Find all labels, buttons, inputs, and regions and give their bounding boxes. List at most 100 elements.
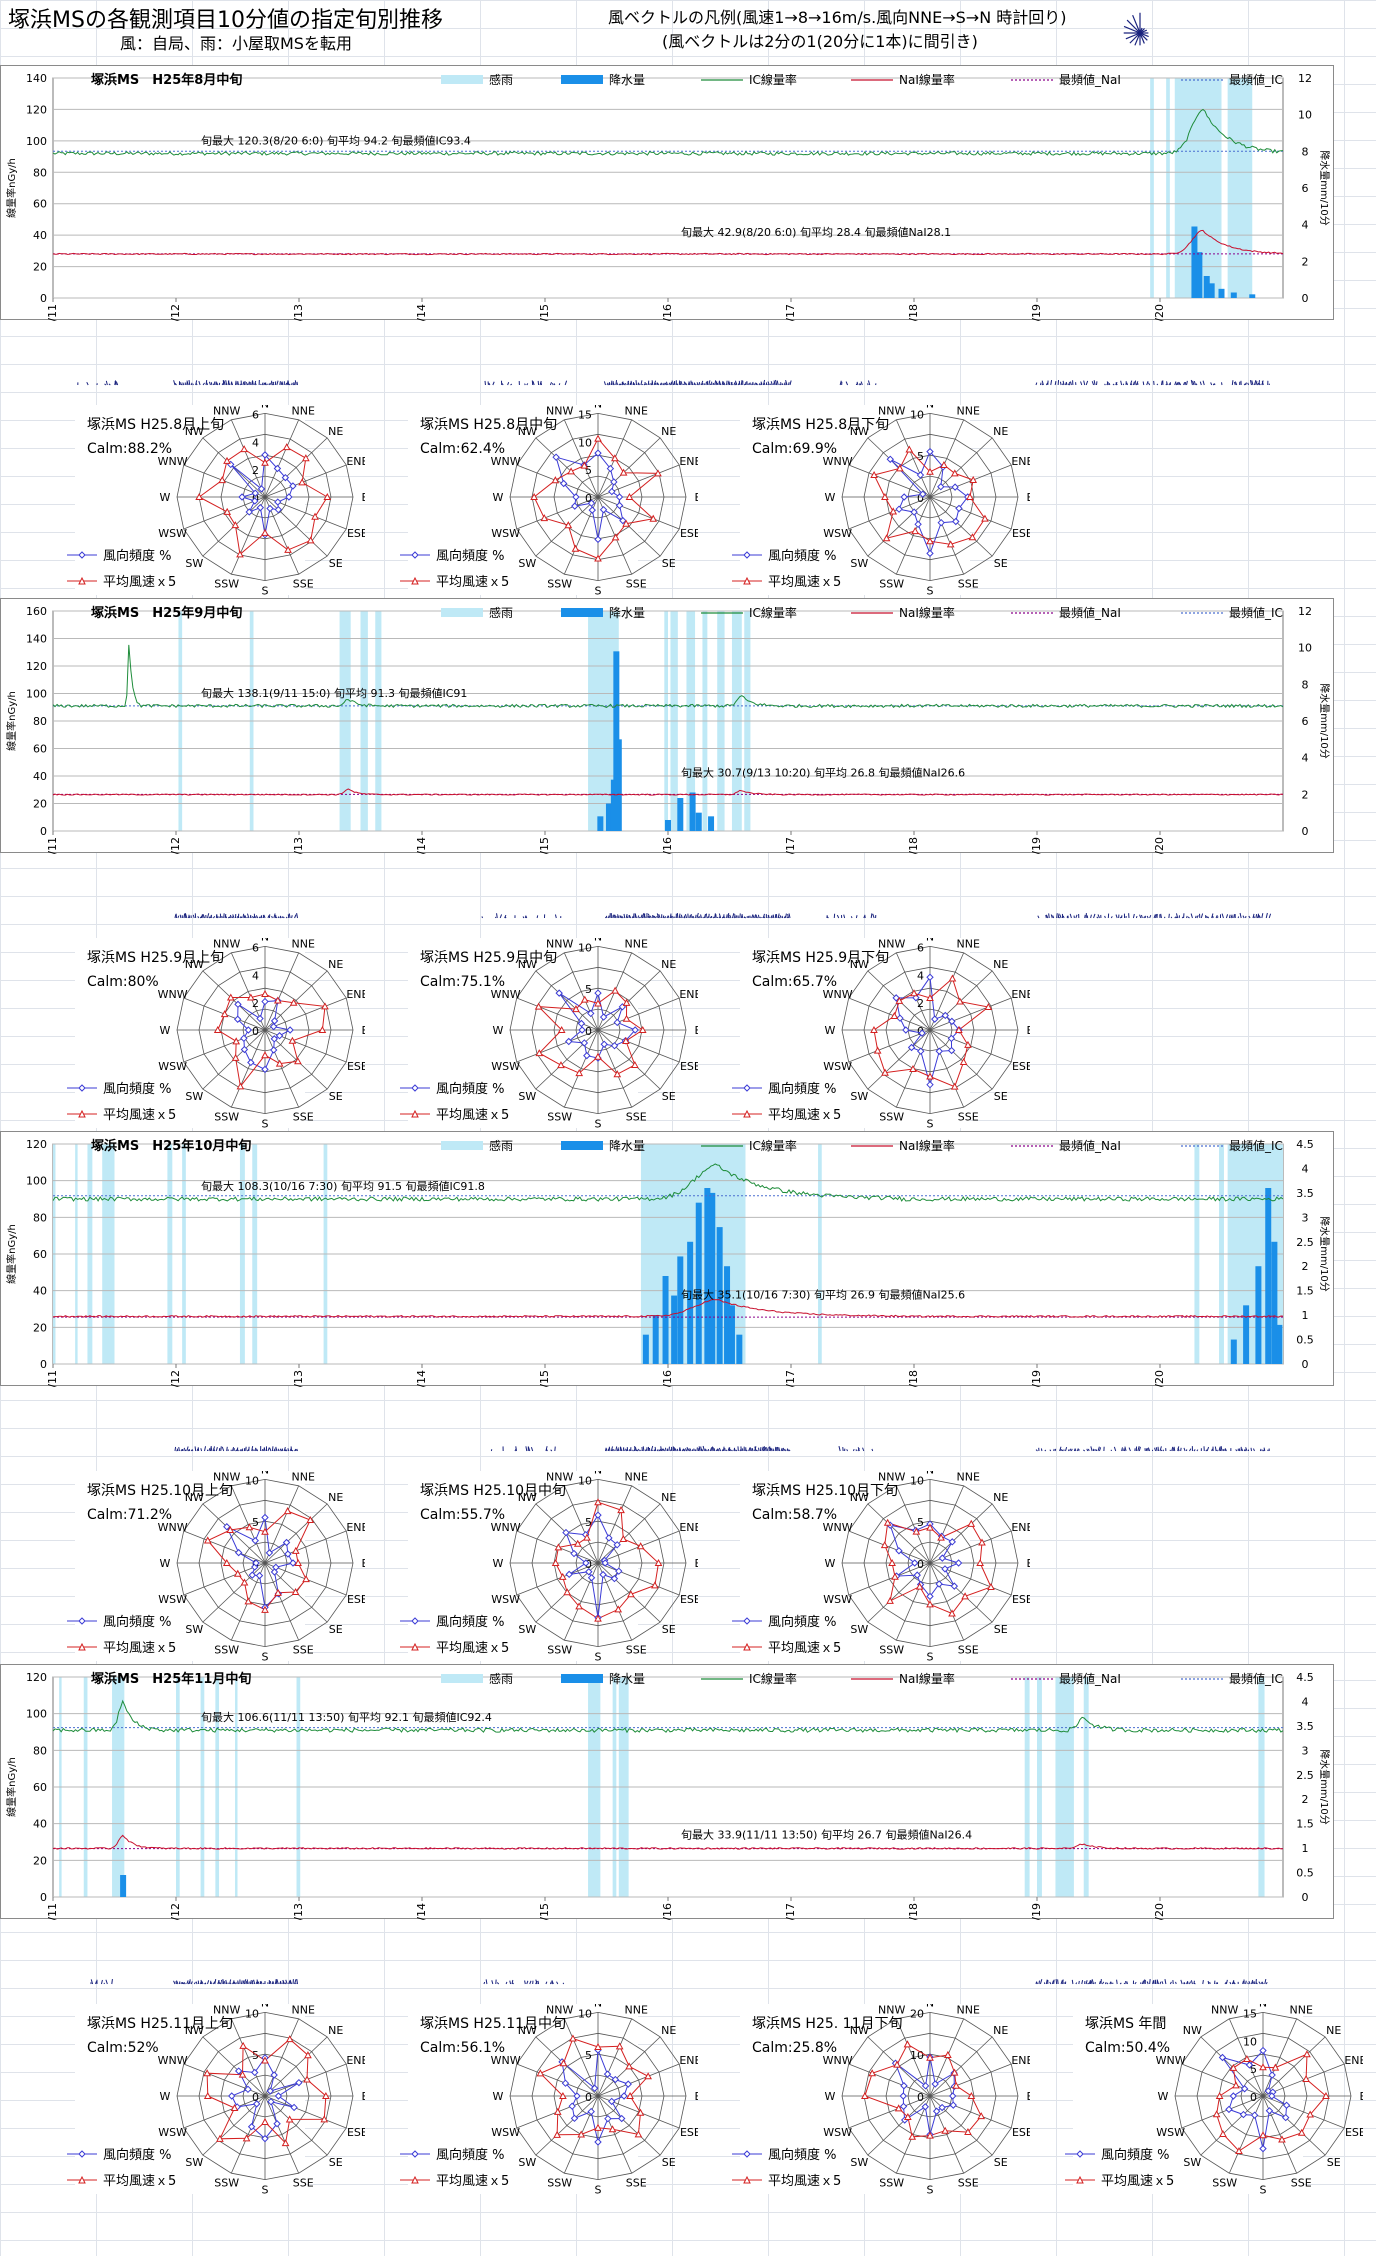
wind-vector — [1238, 1448, 1241, 1452]
rose-direction-label: SSW — [547, 1643, 572, 1656]
frequency-marker — [600, 1040, 608, 1048]
speed-marker — [594, 554, 602, 562]
wind-vector — [1258, 383, 1261, 386]
wind-vector — [1056, 913, 1058, 919]
speed-marker — [978, 1538, 986, 1546]
wind-vector — [763, 915, 766, 919]
y2-tick-label: 2 — [1302, 788, 1309, 801]
rose-direction-label: SSE — [1291, 2176, 1312, 2189]
rose-spoke — [895, 1562, 931, 1641]
x-tick-label: 10/18 — [907, 1370, 920, 1387]
wind-vector — [1134, 1981, 1137, 1985]
wind-vector — [1257, 913, 1260, 919]
x-tick-label: 9/14 — [415, 837, 428, 854]
speed-marker — [571, 544, 580, 552]
rose-direction-label: NW — [850, 2024, 869, 2037]
speed-marker — [223, 507, 232, 515]
wind-vector — [176, 1448, 179, 1452]
wind-vector-arrow — [1126, 19, 1141, 34]
rose-spoke — [867, 496, 931, 557]
rose-tick-label: 0 — [252, 1025, 259, 1038]
frequency-marker — [610, 1574, 619, 1583]
x-tick-label: 9/17 — [784, 837, 797, 854]
rose-spoke — [848, 997, 931, 1031]
frequency-marker — [610, 1041, 619, 1050]
wind-vector — [727, 915, 730, 919]
wind-vector — [227, 916, 230, 919]
speed-marker — [203, 1536, 212, 1544]
rose-direction-label: W — [493, 2090, 504, 2103]
rose-tick-label: 5 — [252, 1516, 259, 1529]
speed-marker — [311, 512, 319, 520]
wind-rose-svg: NNNENEENEEESESESSESSSWSWWSWWWNWNWNNW0510… — [400, 2004, 698, 2194]
rose-spoke — [597, 1029, 661, 1090]
speed-marker — [926, 993, 934, 1002]
wind-vector — [644, 1449, 647, 1452]
speed-marker — [302, 454, 310, 462]
wind-vector — [1241, 1448, 1244, 1452]
precipitation-bar — [1243, 1305, 1250, 1364]
wind-vector — [1129, 380, 1133, 386]
rose-direction-label: SE — [662, 557, 676, 570]
rose-spoke — [264, 496, 328, 557]
wind-speed-polygon — [217, 993, 326, 1088]
speed-marker — [1297, 2128, 1306, 2136]
wind-vector — [105, 1979, 108, 1985]
legend-speed-label: 平均風速ｘ5 — [768, 1108, 841, 1123]
wind-vector — [727, 913, 730, 919]
rose-direction-label: S — [262, 585, 269, 595]
wind-vector — [1045, 914, 1047, 919]
wind-vector — [105, 380, 108, 386]
wind-vector — [243, 1979, 247, 1985]
rose-tick-label: 6 — [252, 408, 259, 421]
frequency-marker — [590, 2084, 599, 2092]
frequency-marker — [273, 2120, 281, 2128]
wind-vector — [1069, 381, 1072, 386]
wind-vector — [627, 381, 630, 386]
rose-direction-label: S — [595, 1118, 602, 1128]
wind-vector — [1120, 380, 1123, 386]
time-series-chart: 0 20 40 60 80 100 120 140 160 0 2 4 6 8 10 12 9/11 9/12 9/… — [0, 598, 1334, 854]
rose-direction-label: ESE — [347, 1593, 365, 1606]
frequency-marker — [605, 1534, 613, 1542]
rose-direction-label: WNW — [158, 1521, 188, 1534]
wind-vector — [717, 1448, 720, 1452]
speed-marker — [274, 996, 282, 1004]
rose-direction-label: SSE — [293, 1643, 314, 1656]
y-tick-label: 0 — [40, 1358, 47, 1371]
rose-spoke — [535, 2095, 599, 2156]
speed-marker — [559, 2091, 567, 2099]
legend-frequency-label: 風向頻度 % — [436, 2147, 505, 2163]
frequency-marker — [281, 473, 290, 482]
rose-direction-label: WSW — [158, 1593, 187, 1606]
legend-frequency-marker — [78, 2150, 86, 2158]
rose-spoke — [264, 2018, 300, 2097]
rose-direction-label: S — [595, 585, 602, 595]
speed-marker — [904, 2112, 912, 2121]
wind-vector — [1149, 1979, 1151, 1985]
x-tick-label: 11/11 — [46, 1903, 59, 1920]
y2-tick-label: 2.5 — [1296, 1769, 1314, 1782]
rose-spoke — [183, 2095, 266, 2129]
speed-marker — [890, 1011, 899, 1019]
rose-direction-label: SE — [994, 1090, 1008, 1103]
rose-tick-label: 10 — [910, 2049, 924, 2062]
wind-vector — [215, 1447, 218, 1452]
y-tick-label: 60 — [33, 198, 47, 211]
wind-vector — [643, 913, 646, 919]
wind-vector — [612, 382, 615, 386]
wind-vector — [607, 915, 610, 919]
rose-direction-label: W — [493, 491, 504, 504]
wind-vector — [1199, 381, 1202, 386]
wind-vector — [1054, 381, 1057, 386]
frequency-marker — [914, 520, 922, 529]
speed-marker — [619, 468, 628, 476]
frequency-marker — [937, 483, 945, 491]
frequency-marker — [620, 2092, 628, 2100]
frequency-marker — [900, 2082, 908, 2090]
rose-direction-label: N — [926, 2004, 934, 2009]
legend-label-mode_nai: 最頻値_NaI — [1059, 605, 1121, 620]
wind-vector — [279, 1448, 282, 1452]
wind-vector — [564, 380, 568, 386]
wind-vector — [175, 1981, 177, 1985]
